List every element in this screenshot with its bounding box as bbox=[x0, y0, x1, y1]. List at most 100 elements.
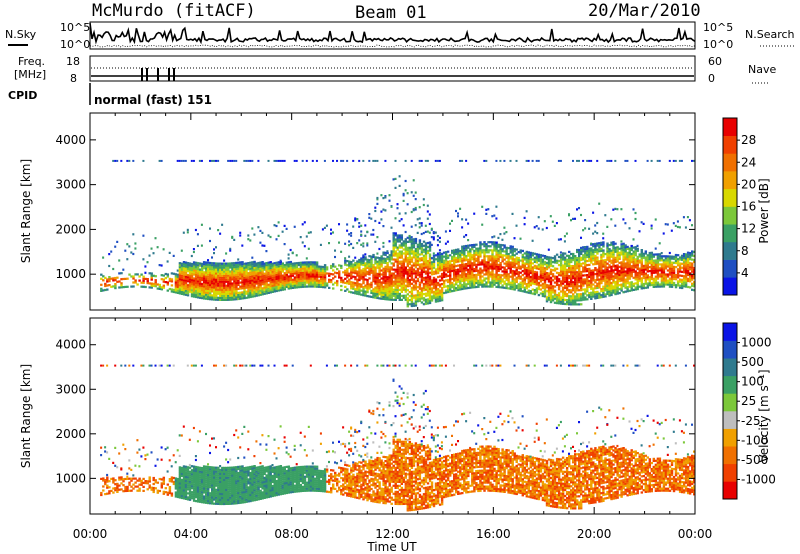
echo-cell bbox=[350, 269, 353, 272]
echo-cell bbox=[551, 295, 555, 298]
echo-cell bbox=[321, 273, 325, 277]
echo-cell bbox=[100, 287, 103, 290]
echo-cell bbox=[283, 284, 287, 287]
echo-cell bbox=[307, 273, 311, 276]
echo-cell bbox=[414, 294, 418, 297]
echo-cell bbox=[547, 296, 551, 299]
echo-cell bbox=[491, 277, 494, 280]
echo-cell bbox=[414, 208, 417, 211]
echo-cell bbox=[481, 275, 484, 278]
echo-cell bbox=[614, 274, 617, 278]
echo-cell bbox=[376, 159, 379, 162]
echo-cell bbox=[582, 298, 585, 301]
echo-cell bbox=[457, 286, 460, 289]
echo-cell bbox=[368, 216, 371, 219]
echo-cell bbox=[245, 286, 248, 289]
echo-cell bbox=[271, 288, 274, 291]
echo-cell bbox=[182, 285, 186, 288]
echo-cell bbox=[527, 271, 531, 274]
echo-cell bbox=[606, 274, 609, 277]
echo-cell bbox=[606, 280, 609, 283]
echo-cell bbox=[487, 259, 490, 262]
echo-cell bbox=[332, 265, 335, 268]
echo-cell bbox=[638, 269, 641, 272]
echo-cell bbox=[394, 242, 397, 245]
echo-cell bbox=[414, 252, 418, 255]
echo-cell bbox=[670, 281, 674, 284]
echo-cell bbox=[374, 282, 377, 285]
echo-cell bbox=[398, 184, 401, 187]
echo-cell bbox=[491, 285, 494, 288]
echo-cell bbox=[287, 275, 291, 278]
echo-cell bbox=[463, 235, 466, 238]
echo-cell bbox=[543, 281, 547, 284]
echo-cell bbox=[459, 274, 462, 277]
echo-cell bbox=[144, 285, 147, 289]
echo-cell bbox=[610, 255, 613, 258]
echo-cell bbox=[112, 267, 115, 271]
echo-cell bbox=[594, 230, 597, 233]
echo-cell bbox=[449, 282, 452, 285]
echo-cell bbox=[426, 274, 430, 277]
echo-cell bbox=[392, 262, 395, 265]
echo-cell bbox=[660, 281, 664, 284]
echo-cell bbox=[106, 284, 109, 287]
echo-cell bbox=[253, 262, 256, 265]
echo-cell bbox=[251, 291, 254, 294]
echo-cell bbox=[505, 287, 508, 290]
echo-cell bbox=[205, 275, 208, 278]
echo-cell bbox=[182, 279, 186, 282]
echo-cell bbox=[426, 230, 429, 233]
echo-cell bbox=[396, 203, 399, 206]
echo-cell bbox=[259, 289, 262, 292]
echo-cell bbox=[412, 254, 416, 257]
echo-cell bbox=[202, 293, 206, 296]
echo-cell bbox=[406, 271, 410, 274]
echo-cell bbox=[279, 272, 283, 276]
echo-cell bbox=[672, 283, 676, 287]
echo-cell bbox=[200, 297, 204, 300]
echo-cell bbox=[406, 262, 410, 266]
echo-cell bbox=[444, 265, 448, 268]
echo-cell bbox=[656, 271, 660, 274]
echo-cell bbox=[257, 276, 260, 279]
echo-cell bbox=[622, 260, 625, 263]
echo-cell bbox=[436, 275, 440, 279]
echo-cell bbox=[362, 282, 365, 285]
echo-cell bbox=[555, 279, 559, 282]
echo-cell bbox=[463, 265, 466, 268]
echo-cell bbox=[307, 285, 311, 288]
echo-cell bbox=[410, 298, 414, 301]
echo-cell bbox=[654, 259, 658, 262]
echo-cell bbox=[449, 222, 452, 225]
echo-cell bbox=[394, 294, 397, 297]
echo-cell bbox=[207, 289, 210, 292]
echo-cell bbox=[598, 286, 601, 289]
echo-cell bbox=[370, 259, 373, 262]
echo-cell bbox=[654, 283, 658, 286]
echo-cell bbox=[545, 261, 549, 265]
echo-cell bbox=[130, 275, 133, 278]
echo-cell bbox=[180, 159, 183, 162]
echo-cell bbox=[529, 277, 533, 281]
echo-cell bbox=[235, 159, 238, 162]
echo-cell bbox=[578, 303, 581, 306]
echo-cell bbox=[559, 280, 563, 283]
echo-cell bbox=[444, 269, 448, 272]
echo-cell bbox=[570, 258, 573, 262]
echo-cell bbox=[261, 269, 264, 272]
echo-cell bbox=[293, 262, 297, 265]
echo-cell bbox=[471, 248, 474, 251]
echo-cell bbox=[400, 252, 404, 255]
echo-cell bbox=[533, 226, 536, 229]
echo-cell bbox=[672, 273, 676, 276]
echo-cell bbox=[392, 264, 395, 267]
echo-cell bbox=[283, 243, 286, 246]
echo-cell bbox=[340, 288, 343, 292]
echo-cell bbox=[630, 275, 633, 278]
echo-cell bbox=[384, 265, 387, 268]
echo-cell bbox=[404, 268, 408, 271]
echo-cell bbox=[221, 282, 224, 285]
echo-cell bbox=[467, 272, 470, 275]
echo-cell bbox=[632, 260, 635, 263]
